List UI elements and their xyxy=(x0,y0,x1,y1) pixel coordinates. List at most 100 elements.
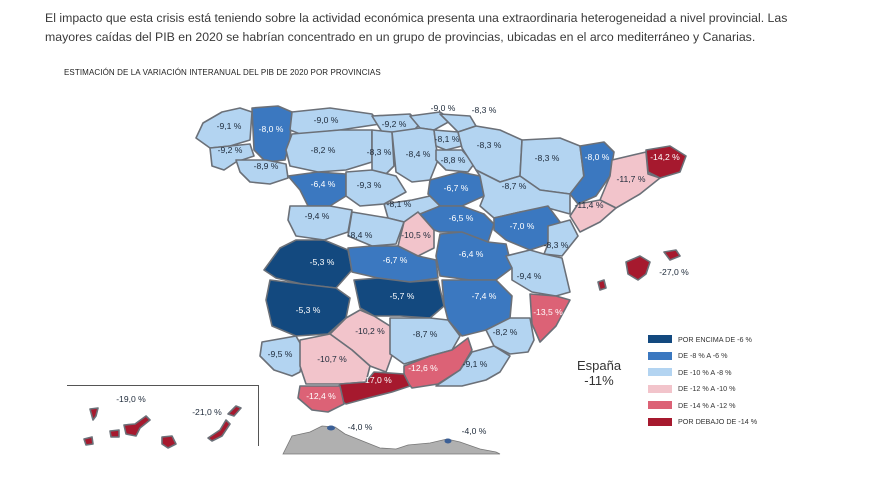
legend-item: POR DEBAJO DE -14 % xyxy=(648,414,757,431)
island-grancanaria xyxy=(161,435,177,449)
label-avila: -8,4 % xyxy=(347,230,373,240)
legend-swatch xyxy=(648,417,672,426)
label-alicante: -13,5 % xyxy=(533,307,563,317)
label-navarra: -8,3 % xyxy=(476,140,502,150)
province-palencia xyxy=(371,129,395,177)
legend-item: DE -8 % A -6 % xyxy=(648,348,757,365)
label-huesca: -8,3 % xyxy=(534,153,560,163)
label-vizcaya: -9,0 % xyxy=(430,103,456,113)
label-sevilla: -10,7 % xyxy=(317,354,347,364)
label-granada: -12,6 % xyxy=(408,363,438,373)
label-burgos: -8,4 % xyxy=(405,149,431,159)
province-valencia xyxy=(505,249,571,297)
label-ceuta: -4,0 % xyxy=(347,422,373,432)
legend-item: DE -10 % A -8 % xyxy=(648,364,757,381)
province-castellon xyxy=(543,219,579,257)
island-tenerife xyxy=(123,415,151,437)
label-murcia: -8,2 % xyxy=(492,327,518,337)
national-total: España -11% xyxy=(568,358,630,388)
label-caceres: -5,3 % xyxy=(309,257,335,267)
national-value: -11% xyxy=(584,373,614,388)
label-larioja: -8,8 % xyxy=(440,155,466,165)
island-mallorca xyxy=(625,255,651,281)
label-coruna: -9,1 % xyxy=(216,121,242,131)
label-tarragona: -11,4 % xyxy=(574,200,604,210)
label-palencia: -8,3 % xyxy=(366,147,392,157)
canarias-inset-frame xyxy=(67,385,259,446)
legend-item: DE -12 % A -10 % xyxy=(648,381,757,398)
province-lleida xyxy=(569,141,615,205)
island-elhierro xyxy=(83,436,94,446)
ceuta-marker xyxy=(327,425,335,431)
province-burgos xyxy=(391,127,439,183)
province-leon xyxy=(285,129,373,173)
province-alicante xyxy=(529,293,571,343)
label-teruel: -7,0 % xyxy=(509,221,535,231)
province-girona xyxy=(645,145,687,179)
legend-swatch xyxy=(648,335,672,344)
label-cadiz: -12,4 % xyxy=(306,391,336,401)
legend-label: DE -10 % A -8 % xyxy=(678,367,732,377)
national-label: España xyxy=(576,358,622,373)
label-baleares: -27,0 % xyxy=(659,267,689,277)
legend-swatch xyxy=(648,401,672,410)
label-asturias: -9,0 % xyxy=(313,115,339,125)
label-barcelona: -11,7 % xyxy=(616,174,646,184)
melilla-marker xyxy=(444,438,452,444)
label-castellon: -8,3 % xyxy=(543,240,569,250)
label-almeria: -9,1 % xyxy=(462,359,488,369)
label-valladolid: -9,3 % xyxy=(356,180,382,190)
label-girona: -14,2 % xyxy=(650,152,680,162)
label-alava: -8,1 % xyxy=(434,134,460,144)
province-asturias xyxy=(289,107,381,135)
province-almeria xyxy=(435,345,511,387)
province-valladolid xyxy=(345,169,407,207)
label-lugo: -8,0 % xyxy=(258,124,284,134)
province-guadalajara xyxy=(419,205,495,243)
legend-swatch xyxy=(648,351,672,360)
legend-label: POR ENCIMA DE -6 % xyxy=(678,334,752,344)
province-huelva xyxy=(259,335,305,377)
label-ciudadreal: -5,7 % xyxy=(389,291,415,301)
label-lleida: -8,0 % xyxy=(584,152,610,162)
legend-item: DE -14 % A -12 % xyxy=(648,397,757,414)
province-avila xyxy=(347,211,405,247)
label-guipuzcoa: -8,3 % xyxy=(471,105,497,115)
island-lanzarote xyxy=(227,405,242,417)
province-tarragona xyxy=(569,199,617,233)
legend-label: POR DEBAJO DE -14 % xyxy=(678,417,758,427)
label-valencia: -9,4 % xyxy=(516,271,542,281)
legend-label: DE -14 % A -12 % xyxy=(678,400,736,410)
island-fuerteventura xyxy=(207,419,231,442)
intro-line-1: El impacto que esta crisis está teniendo… xyxy=(45,11,788,25)
label-zaragoza: -8,7 % xyxy=(501,181,527,191)
province-salamanca xyxy=(287,205,353,241)
label-madrid: -10,5 % xyxy=(401,230,431,240)
label-soria: -6,7 % xyxy=(443,183,469,193)
legend-label: DE -12 % A -10 % xyxy=(678,384,736,394)
island-ibiza xyxy=(597,279,607,291)
label-huelva: -9,5 % xyxy=(267,349,293,359)
label-malaga: -17,0 % xyxy=(362,375,392,385)
label-segovia: -8,1 % xyxy=(386,199,412,209)
map-title: ESTIMACIÓN DE LA VARIACIÓN INTERANUAL DE… xyxy=(64,68,381,77)
province-larioja xyxy=(435,149,475,173)
label-jaen: -8,7 % xyxy=(412,329,438,339)
province-coruna xyxy=(195,107,253,149)
label-zamora: -6,4 % xyxy=(310,179,336,189)
label-toledo: -6,7 % xyxy=(382,255,408,265)
province-zamora xyxy=(287,171,347,207)
label-cuenca: -6,4 % xyxy=(458,249,484,259)
province-lugo xyxy=(251,105,293,163)
island-lapalma xyxy=(89,407,99,421)
province-caceres xyxy=(263,239,353,289)
legend-swatch xyxy=(648,384,672,393)
north-africa-coast xyxy=(282,425,501,455)
legend-swatch xyxy=(648,368,672,377)
label-pontevedra: -9,2 % xyxy=(217,145,243,155)
legend-item: POR ENCIMA DE -6 % xyxy=(648,331,757,348)
province-ourense xyxy=(235,159,289,185)
label-melilla: -4,0 % xyxy=(461,426,487,436)
label-albacete: -7,4 % xyxy=(471,291,497,301)
